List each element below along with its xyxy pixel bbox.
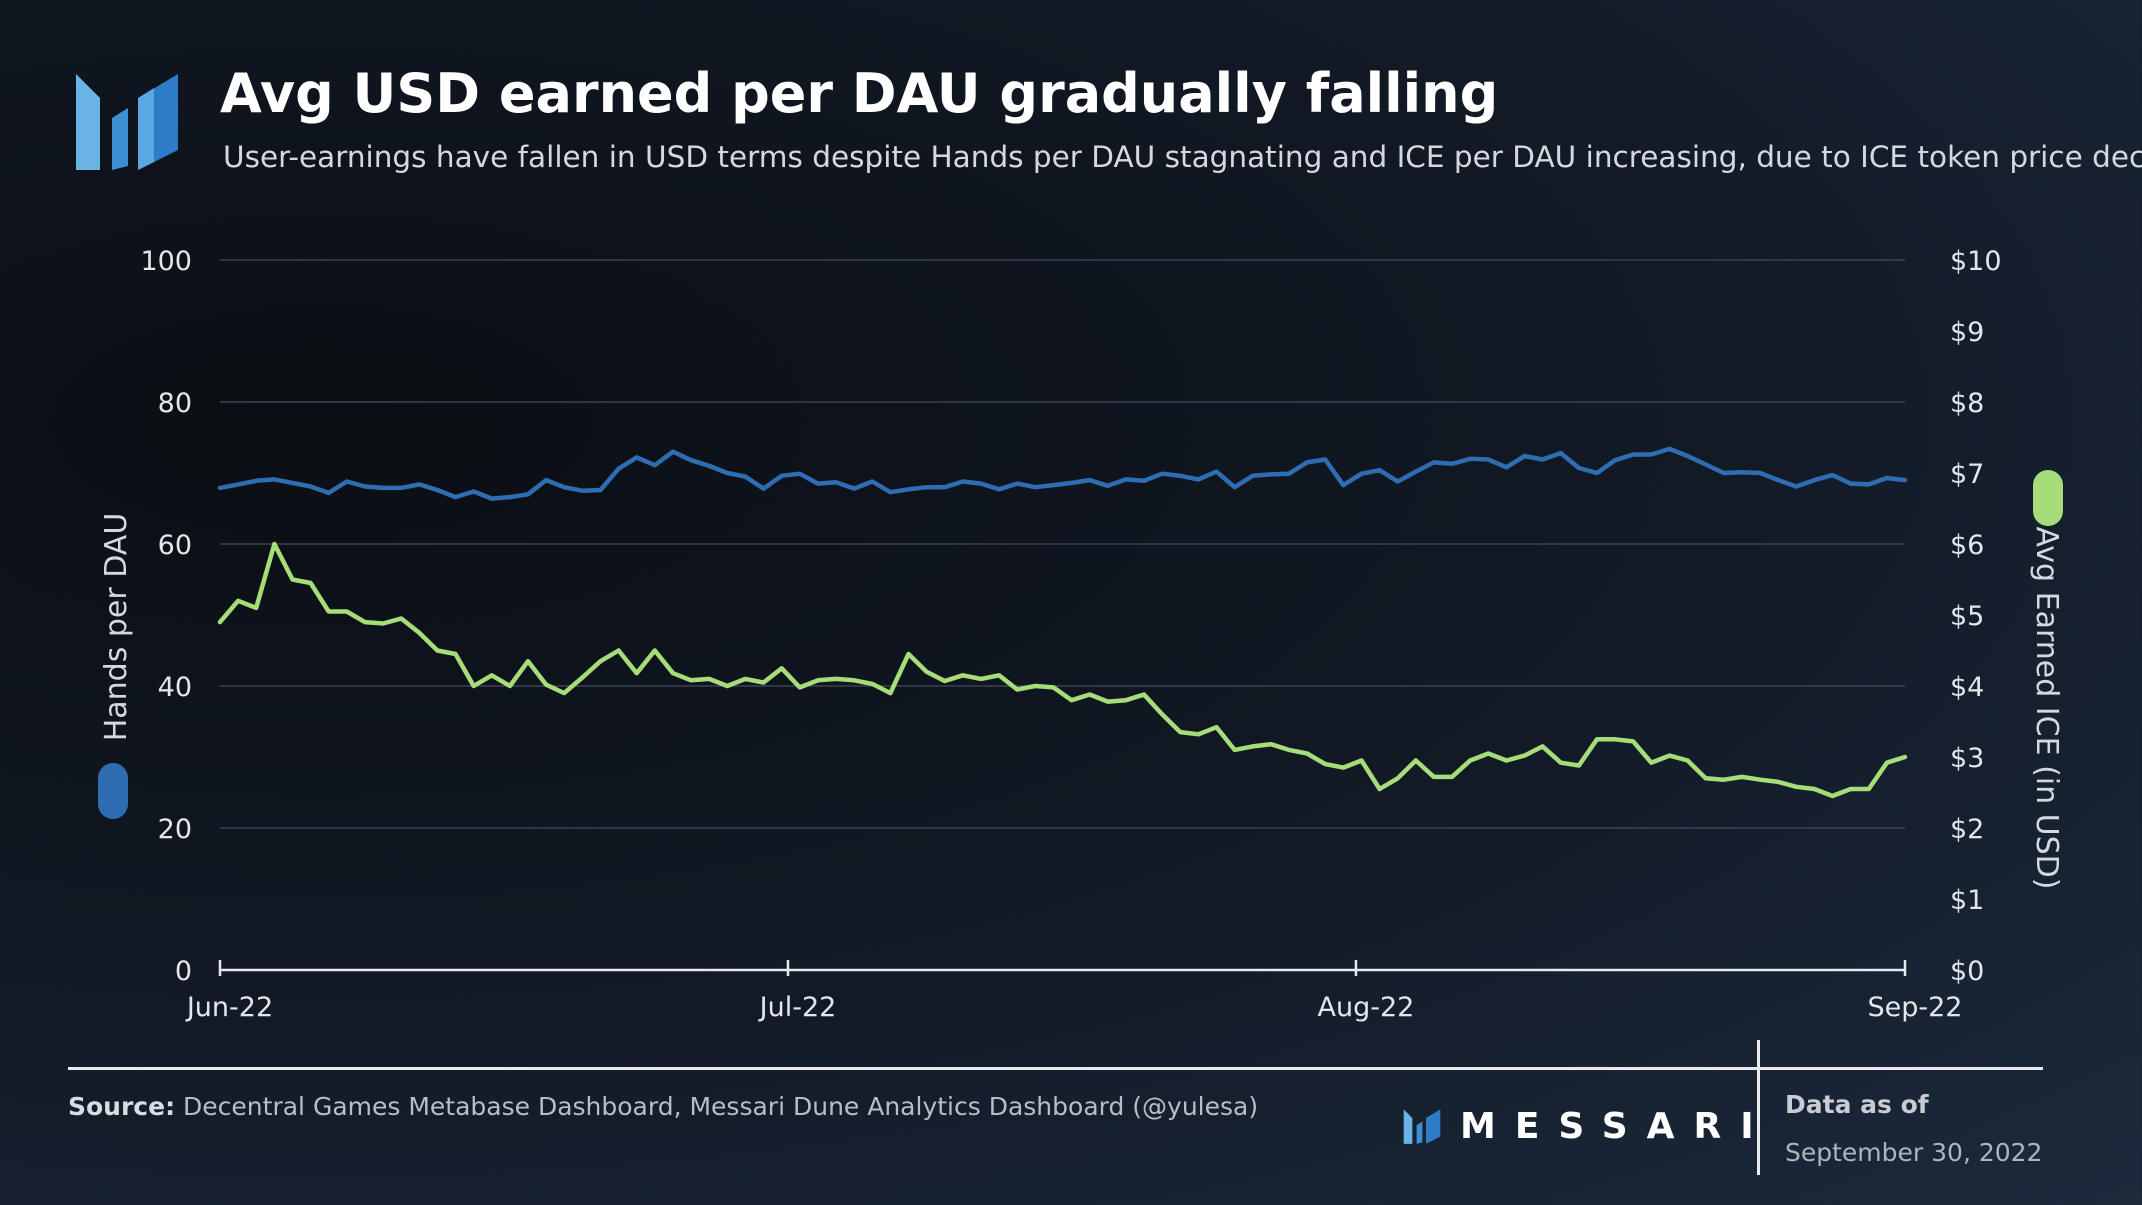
legend-ice-pill: [2033, 470, 2063, 526]
messari-small-logo-icon: [1403, 1108, 1441, 1144]
right-tick-label: $9: [1950, 317, 1984, 348]
right-tick-label: $4: [1950, 672, 1984, 703]
right-axis-ticks: $0 $1 $2 $3 $4 $5 $6 $7 $8 $9 $10: [1950, 246, 2002, 987]
footer-vertical-divider: [1757, 1040, 1760, 1175]
series-line-hands-per-dau: [217, 446, 1908, 501]
left-axis-ticks: 0 20 40 60 80 100: [140, 246, 192, 987]
series-layer: [217, 446, 1908, 799]
right-tick-label: $5: [1950, 601, 1984, 632]
series-line-avg-earned-ice: [217, 541, 1908, 799]
left-tick-label: 100: [140, 246, 192, 277]
source-text: Decentral Games Metabase Dashboard, Mess…: [183, 1092, 1259, 1121]
messari-brand: MESSARI: [1402, 1106, 1773, 1147]
right-tick-label: $3: [1950, 743, 1984, 774]
right-tick-label: $2: [1950, 814, 1984, 845]
x-tick-label: Jun-22: [185, 992, 273, 1023]
right-tick-label: $0: [1950, 956, 1984, 987]
messari-wordmark: MESSARI: [1460, 1106, 1773, 1147]
right-tick-label: $8: [1950, 388, 1984, 419]
chart-subtitle: User-earnings have fallen in USD terms d…: [223, 140, 2142, 174]
chart-title: Avg USD earned per DAU gradually falling: [220, 62, 1499, 125]
line-chart: 0 20 40 60 80 100 $0 $1 $2 $3 $4 $5 $6 $7 $8 $9 $10 Jun…: [98, 246, 2064, 1023]
left-axis-title: Hands per DAU: [99, 513, 134, 742]
x-tick-label: Aug-22: [1318, 992, 1415, 1023]
data-as-of-date: September 30, 2022: [1785, 1138, 2043, 1167]
right-tick-label: $7: [1950, 459, 1984, 490]
x-tick-label: Jul-22: [758, 992, 837, 1023]
left-tick-label: 0: [175, 956, 192, 987]
left-tick-label: 60: [158, 530, 192, 561]
x-axis: Jun-22 Jul-22 Aug-22 Sep-22: [185, 960, 1963, 1023]
left-tick-label: 20: [158, 814, 192, 845]
source-label: Source:: [68, 1092, 176, 1121]
left-tick-label: 40: [158, 672, 192, 703]
right-tick-label: $1: [1950, 885, 1984, 916]
footer-divider: [68, 1067, 2043, 1070]
right-tick-label: $6: [1950, 530, 1984, 561]
left-tick-label: 80: [158, 388, 192, 419]
source-note: Source: Decentral Games Metabase Dashboa…: [68, 1092, 1258, 1121]
x-tick-label: Sep-22: [1868, 992, 1963, 1023]
messari-logo-icon: [76, 74, 178, 170]
data-as-of-label: Data as of: [1785, 1090, 1929, 1119]
right-axis-title: Avg Earned ICE (in USD): [2029, 527, 2064, 890]
gridlines: [220, 259, 1905, 829]
right-tick-label: $10: [1950, 246, 2002, 277]
legend-hands-pill: [98, 763, 128, 819]
